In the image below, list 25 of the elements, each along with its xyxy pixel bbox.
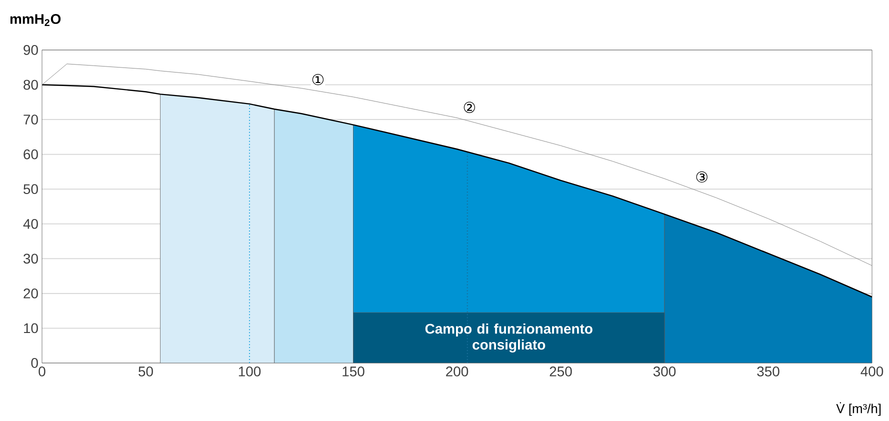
x-tick-label: 250 <box>550 366 572 376</box>
y-tick-label: 40 <box>23 218 38 229</box>
y-tick-label: 80 <box>24 80 38 90</box>
x-tick-label: 400 <box>860 366 884 376</box>
x-tick-label: 150 <box>342 366 364 376</box>
y-tick-label: 0 <box>31 358 38 368</box>
x-tick-label: 300 <box>653 366 676 376</box>
annotation: ① <box>312 74 324 86</box>
annotation: ② <box>464 102 476 113</box>
y-tick-label: 70 <box>24 114 38 124</box>
y-tick-label: 30 <box>23 254 38 264</box>
x-axis-title: V̇ [m³/h] <box>836 402 881 416</box>
y-tick-label: 50 <box>24 184 38 194</box>
x-tick-label: 0 <box>38 366 46 376</box>
annotation: ③ <box>696 171 708 183</box>
y-axis-title: mmH$_{2}$O <box>10 14 61 26</box>
y-tick-label: 90 <box>24 45 38 55</box>
y-tick-label: 10 <box>24 323 38 334</box>
x-tick-label: 50 <box>138 366 153 376</box>
y-tick-label: 20 <box>24 288 38 298</box>
y-tick-label: 60 <box>24 149 38 160</box>
x-tick-label: 100 <box>238 366 261 376</box>
annotation: Campo di funzionamento consigliato <box>425 323 592 352</box>
x-tick-label: 200 <box>446 366 468 376</box>
x-tick-label: 350 <box>757 366 780 376</box>
